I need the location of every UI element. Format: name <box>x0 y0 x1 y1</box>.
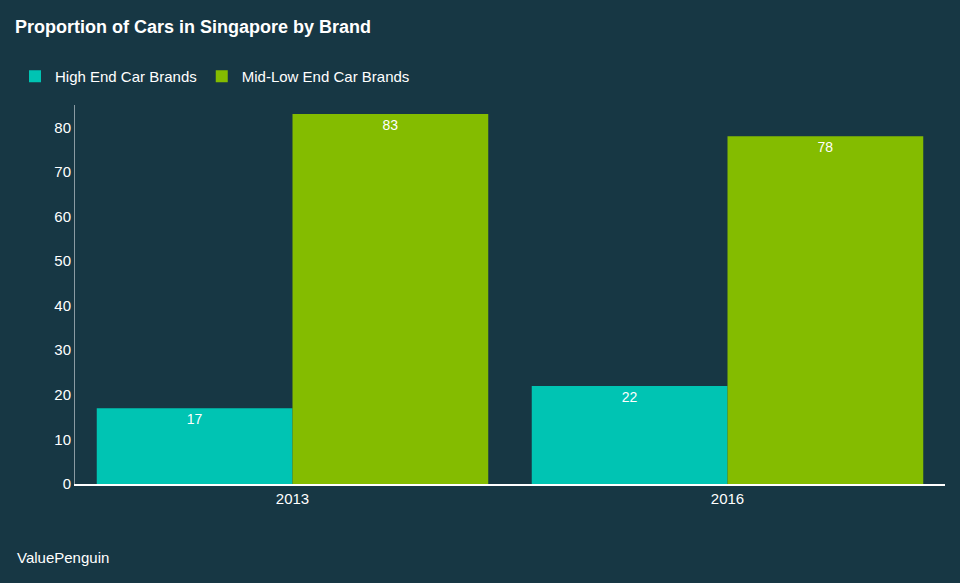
svg-text:Mid-Low End Car Brands: Mid-Low End Car Brands <box>242 68 410 85</box>
svg-text:High End Car Brands: High End Car Brands <box>55 68 197 85</box>
svg-text:40: 40 <box>54 297 71 314</box>
svg-text:50: 50 <box>54 252 71 269</box>
svg-text:78: 78 <box>817 139 833 155</box>
svg-text:60: 60 <box>54 208 71 225</box>
svg-text:0: 0 <box>63 475 71 492</box>
svg-text:10: 10 <box>54 431 71 448</box>
svg-text:17: 17 <box>187 411 203 427</box>
svg-text:20: 20 <box>54 386 71 403</box>
svg-text:30: 30 <box>54 341 71 358</box>
svg-text:83: 83 <box>382 117 398 133</box>
svg-text:2016: 2016 <box>711 490 744 507</box>
svg-text:22: 22 <box>622 389 638 405</box>
svg-text:80: 80 <box>54 119 71 136</box>
svg-text:Proportion of Cars in Singapor: Proportion of Cars in Singapore by Brand <box>15 17 371 37</box>
svg-text:2013: 2013 <box>276 490 309 507</box>
svg-text:ValuePenguin: ValuePenguin <box>17 549 109 566</box>
svg-text:70: 70 <box>54 163 71 180</box>
